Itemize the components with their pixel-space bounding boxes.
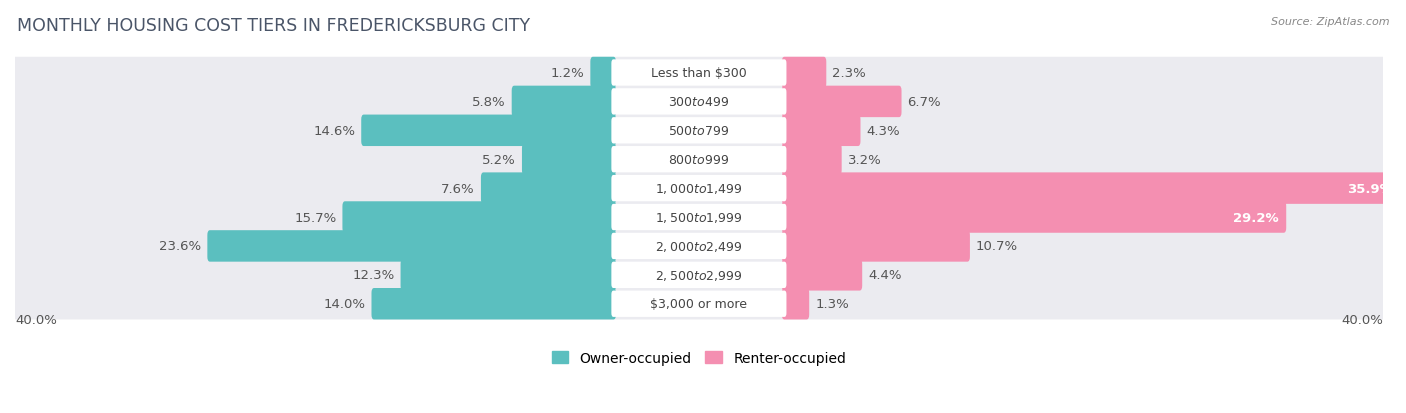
FancyBboxPatch shape: [612, 233, 786, 259]
FancyBboxPatch shape: [207, 230, 616, 262]
FancyBboxPatch shape: [13, 259, 1385, 291]
FancyBboxPatch shape: [13, 86, 1385, 118]
FancyBboxPatch shape: [522, 144, 616, 176]
FancyBboxPatch shape: [13, 202, 1385, 233]
Text: 15.7%: 15.7%: [294, 211, 336, 224]
FancyBboxPatch shape: [591, 58, 616, 89]
Text: 40.0%: 40.0%: [1341, 313, 1384, 326]
Text: $2,500 to $2,999: $2,500 to $2,999: [655, 268, 742, 282]
Text: 6.7%: 6.7%: [907, 96, 941, 109]
FancyBboxPatch shape: [782, 58, 827, 89]
Text: $1,000 to $1,499: $1,000 to $1,499: [655, 182, 742, 196]
FancyBboxPatch shape: [612, 262, 786, 288]
FancyBboxPatch shape: [612, 291, 786, 317]
Text: $1,500 to $1,999: $1,500 to $1,999: [655, 211, 742, 225]
Text: $500 to $799: $500 to $799: [668, 124, 730, 138]
FancyBboxPatch shape: [13, 144, 1385, 176]
Text: 29.2%: 29.2%: [1233, 211, 1278, 224]
Text: 7.6%: 7.6%: [441, 182, 475, 195]
Text: 35.9%: 35.9%: [1347, 182, 1393, 195]
FancyBboxPatch shape: [782, 144, 842, 176]
FancyBboxPatch shape: [782, 259, 862, 291]
FancyBboxPatch shape: [361, 115, 616, 147]
Text: 14.6%: 14.6%: [314, 124, 356, 138]
FancyBboxPatch shape: [343, 202, 616, 233]
Legend: Owner-occupied, Renter-occupied: Owner-occupied, Renter-occupied: [546, 345, 852, 370]
Text: 5.8%: 5.8%: [472, 96, 506, 109]
Text: 23.6%: 23.6%: [159, 240, 201, 253]
FancyBboxPatch shape: [481, 173, 616, 204]
Text: Less than $300: Less than $300: [651, 67, 747, 80]
FancyBboxPatch shape: [13, 115, 1385, 147]
Text: 1.2%: 1.2%: [551, 67, 585, 80]
FancyBboxPatch shape: [782, 86, 901, 118]
FancyBboxPatch shape: [371, 288, 616, 320]
Text: 5.2%: 5.2%: [482, 153, 516, 166]
FancyBboxPatch shape: [13, 230, 1385, 262]
Text: 3.2%: 3.2%: [848, 153, 882, 166]
Text: $800 to $999: $800 to $999: [668, 153, 730, 166]
FancyBboxPatch shape: [782, 173, 1400, 204]
Text: 4.4%: 4.4%: [868, 269, 901, 282]
FancyBboxPatch shape: [13, 173, 1385, 204]
FancyBboxPatch shape: [612, 89, 786, 115]
Text: 1.3%: 1.3%: [815, 297, 849, 311]
Text: MONTHLY HOUSING COST TIERS IN FREDERICKSBURG CITY: MONTHLY HOUSING COST TIERS IN FREDERICKS…: [17, 17, 530, 34]
Text: $300 to $499: $300 to $499: [668, 96, 730, 109]
FancyBboxPatch shape: [612, 147, 786, 173]
FancyBboxPatch shape: [401, 259, 616, 291]
Text: 2.3%: 2.3%: [832, 67, 866, 80]
Text: 14.0%: 14.0%: [323, 297, 366, 311]
Text: $2,000 to $2,499: $2,000 to $2,499: [655, 240, 742, 253]
Text: 12.3%: 12.3%: [353, 269, 395, 282]
Text: 40.0%: 40.0%: [15, 313, 56, 326]
FancyBboxPatch shape: [13, 58, 1385, 89]
Text: 4.3%: 4.3%: [866, 124, 900, 138]
FancyBboxPatch shape: [782, 288, 810, 320]
Text: 10.7%: 10.7%: [976, 240, 1018, 253]
FancyBboxPatch shape: [782, 202, 1286, 233]
FancyBboxPatch shape: [782, 115, 860, 147]
FancyBboxPatch shape: [512, 86, 616, 118]
FancyBboxPatch shape: [612, 118, 786, 144]
FancyBboxPatch shape: [13, 288, 1385, 320]
Text: Source: ZipAtlas.com: Source: ZipAtlas.com: [1271, 17, 1389, 26]
Text: $3,000 or more: $3,000 or more: [651, 297, 748, 311]
FancyBboxPatch shape: [782, 230, 970, 262]
FancyBboxPatch shape: [612, 176, 786, 202]
FancyBboxPatch shape: [612, 204, 786, 230]
FancyBboxPatch shape: [612, 60, 786, 86]
